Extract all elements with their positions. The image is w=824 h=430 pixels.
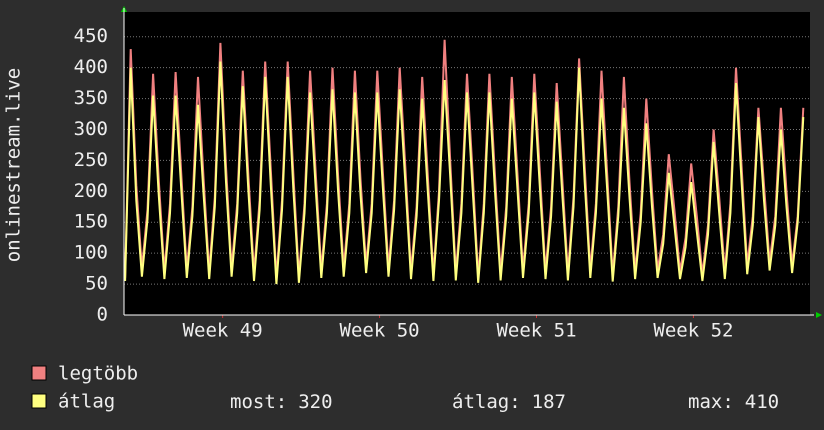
- y-tick-label: 450: [74, 25, 108, 47]
- y-tick-label: 300: [74, 118, 108, 140]
- plot-area: [124, 12, 810, 315]
- y-tick-label: 200: [74, 180, 108, 202]
- y-tick-label: 250: [74, 149, 108, 171]
- x-tick-label: Week 52: [653, 320, 733, 342]
- x-tick-label: Week 50: [340, 320, 420, 342]
- legend-swatch: [31, 365, 47, 381]
- x-tick-label: Week 51: [496, 320, 576, 342]
- legend-label: átlag: [58, 391, 115, 413]
- legend-label: legtöbb: [58, 363, 138, 385]
- stat: max: 410: [688, 391, 779, 413]
- line: [124, 61, 805, 285]
- stat-value: 320: [298, 391, 332, 413]
- legend-swatch: [31, 393, 47, 409]
- stat-label: max:: [688, 391, 734, 413]
- legend: legtöbb átlag most: 320 átlag: 187 max: 410: [31, 363, 779, 413]
- y-tick-label: 50: [85, 273, 108, 295]
- y-axis-label: onlinestream.live: [3, 68, 25, 262]
- y-tick-label: 150: [74, 211, 108, 233]
- stat: átlag: 187: [452, 391, 566, 413]
- stat-label: most:: [230, 391, 287, 413]
- y-tick-label: 0: [97, 304, 108, 326]
- stat-value: 187: [532, 391, 566, 413]
- y-tick-label: 400: [74, 56, 108, 78]
- stat-value: 410: [745, 391, 779, 413]
- arrow: [816, 312, 822, 318]
- y-tick-label: 350: [74, 87, 108, 109]
- stat: most: 320: [230, 391, 333, 413]
- stat-label: átlag:: [452, 391, 521, 413]
- x-tick-label: Week 49: [183, 320, 263, 342]
- y-tick-label: 100: [74, 242, 108, 264]
